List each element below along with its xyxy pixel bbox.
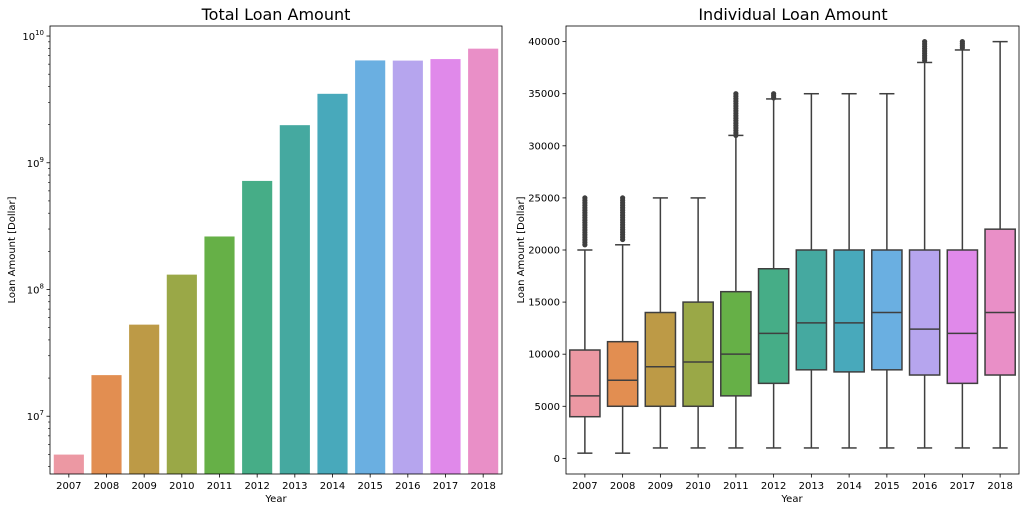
- bar: [204, 236, 235, 474]
- x-tick-label: 2016: [395, 481, 420, 492]
- plot-frame: [49, 25, 503, 475]
- x-tick-label: 2013: [282, 481, 307, 492]
- x-tick-label: 2015: [357, 481, 382, 492]
- iqr-box: [833, 249, 865, 373]
- iqr-box: [606, 340, 639, 408]
- x-axis-ticks: 2007 2008 2009 2010 2011 2012 2013 2014 2015 2016…: [572, 474, 1013, 492]
- iqr-box: [795, 249, 828, 371]
- x-tick-label: 2014: [836, 481, 861, 492]
- box-2011: [720, 91, 752, 449]
- y-tick-label: 109: [27, 156, 44, 170]
- x-tick-label: 2018: [470, 481, 495, 492]
- y-axis-label: Loan Amount [Dollar]: [516, 196, 527, 303]
- iqr-box: [757, 268, 790, 385]
- outlier-point: [771, 95, 777, 101]
- y-tick-label: 25000: [528, 193, 560, 204]
- x-tick-label: 2018: [987, 481, 1012, 492]
- box-2007: [569, 195, 601, 454]
- x-tick-label: 2007: [572, 481, 597, 492]
- box-2015: [871, 92, 903, 449]
- bar: [430, 59, 461, 475]
- x-tick-label: 2010: [169, 481, 194, 492]
- total-loan-amount-chart: Total Loan Amount 107 108 109 1010 2007 2008…: [7, 5, 503, 505]
- x-tick-label: 2016: [912, 481, 937, 492]
- x-axis-ticks: 2007 2008 2009 2010 2011 2012 2013 2014 2015 2016…: [56, 474, 496, 492]
- y-tick-label: 108: [27, 282, 44, 296]
- box-2009: [644, 197, 677, 449]
- bars: [53, 48, 499, 475]
- iqr-box: [984, 228, 1016, 376]
- box-2017: [946, 39, 979, 449]
- box-2008: [606, 195, 639, 454]
- y-axis-ticks: 0 5000 10000 15000 20000 25000 30000 35000 40000: [528, 37, 566, 465]
- boxes: [569, 39, 1016, 454]
- individual-loan-amount-chart: Individual Loan Amount 0 5000 10000 15000 20…: [516, 5, 1020, 505]
- plot-frame: [565, 25, 1020, 475]
- iqr-box: [569, 349, 601, 418]
- outlier-point: [582, 242, 588, 248]
- iqr-box: [871, 249, 903, 371]
- y-tick-label: 107: [27, 409, 44, 423]
- box-2018: [984, 40, 1016, 449]
- bar: [392, 60, 423, 474]
- bar: [166, 274, 197, 474]
- bar: [317, 93, 348, 475]
- y-tick-label: 20000: [528, 246, 560, 257]
- outlier-point: [922, 57, 928, 63]
- x-tick-label: 2007: [56, 481, 81, 492]
- y-axis-ticks: 107 108 109 1010: [22, 29, 50, 467]
- x-tick-label: 2013: [799, 481, 824, 492]
- box-2016: [908, 39, 941, 449]
- outlier-point: [959, 45, 965, 51]
- y-tick-label: 5000: [535, 402, 560, 413]
- box-2014: [833, 92, 865, 449]
- x-tick-label: 2011: [723, 481, 748, 492]
- outlier-point: [620, 236, 626, 243]
- outlier-point: [733, 132, 739, 138]
- iqr-box: [644, 311, 677, 408]
- bar: [53, 454, 84, 474]
- y-tick-label: 15000: [528, 298, 560, 309]
- iqr-box: [908, 249, 941, 376]
- chart-title: Individual Loan Amount: [698, 5, 887, 24]
- bar: [91, 375, 122, 474]
- x-tick-label: 2012: [761, 481, 786, 492]
- bar: [129, 324, 160, 474]
- y-tick-label: 1010: [22, 29, 44, 43]
- box-2012: [757, 91, 790, 449]
- y-tick-label: 30000: [528, 141, 560, 152]
- x-axis-label: Year: [264, 494, 287, 505]
- box-2010: [682, 197, 714, 449]
- chart-title: Total Loan Amount: [201, 5, 351, 24]
- iqr-box: [946, 249, 979, 385]
- x-tick-label: 2011: [207, 481, 232, 492]
- box-2013: [795, 92, 828, 449]
- y-tick-label: 10000: [528, 350, 560, 361]
- x-tick-label: 2008: [610, 481, 635, 492]
- y-tick-label: 0: [554, 454, 560, 465]
- x-tick-label: 2014: [320, 481, 345, 492]
- x-tick-label: 2009: [131, 481, 156, 492]
- y-tick-label: 40000: [528, 37, 560, 48]
- bar: [279, 125, 310, 474]
- x-tick-label: 2017: [433, 481, 458, 492]
- bar: [355, 60, 386, 474]
- iqr-box: [720, 290, 752, 397]
- x-tick-label: 2009: [648, 481, 673, 492]
- y-tick-label: 35000: [528, 89, 560, 100]
- x-tick-label: 2010: [685, 481, 710, 492]
- bar: [242, 180, 273, 475]
- x-tick-label: 2017: [950, 481, 975, 492]
- y-axis-label: Loan Amount [Dollar]: [7, 196, 18, 303]
- x-tick-label: 2008: [94, 481, 119, 492]
- x-axis-label: Year: [780, 494, 803, 505]
- bar: [468, 48, 499, 475]
- x-tick-label: 2015: [874, 481, 899, 492]
- x-tick-label: 2012: [244, 481, 269, 492]
- iqr-box: [682, 301, 714, 408]
